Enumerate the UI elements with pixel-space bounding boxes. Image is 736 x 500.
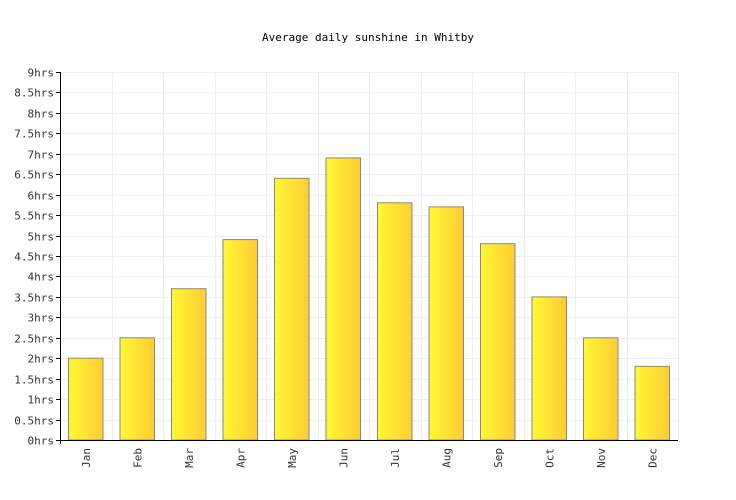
x-tick-label: Jan [80,448,93,468]
bar [171,288,207,441]
y-tick-label: 8hrs [28,108,55,121]
y-tick-label: 2hrs [28,353,55,366]
chart-title: Average daily sunshine in Whitby [262,31,474,44]
y-ticks: 0hrs 0.5hrs 1hrs 1.5hrs 2hrs 2.5hrs 3hrs 3.5hrs… [14,67,54,448]
bar [634,365,670,441]
y-tick-label: 7.5hrs [14,128,54,141]
y-tick-label: 0.5hrs [14,415,54,428]
x-tick-label: May [286,448,299,468]
y-tick-label: 7hrs [28,149,55,162]
y-tick-label: 1.5hrs [14,374,54,387]
x-tick-label: Jul [389,448,402,468]
x-tick-label: Aug [440,448,453,468]
y-tick-label: 5hrs [28,231,55,244]
x-tick-label: Oct [543,448,556,468]
x-ticks: Jan Feb Mar Apr May Jun Jul Aug Sep Oct Nov Dec [80,448,660,468]
y-tick-label: 6.5hrs [14,169,54,182]
bar [325,157,361,441]
bar [480,243,516,441]
y-tick-label: 1hrs [28,394,55,407]
x-tick-label: Apr [234,448,247,468]
bar [583,337,619,441]
x-tick-label: Nov [595,448,608,468]
y-tick-label: 9hrs [28,67,55,80]
y-tick-label: 0hrs [28,435,55,448]
y-tick-label: 3.5hrs [14,292,54,305]
y-tick-label: 5.5hrs [14,210,54,223]
x-tick-label: Jun [337,448,350,468]
bar [222,239,258,441]
y-tick-label: 4.5hrs [14,251,54,264]
axes [56,72,678,444]
grid [60,72,679,440]
bar [274,177,310,441]
y-tick-label: 8.5hrs [14,87,54,100]
bar [119,337,155,441]
bar [68,357,104,441]
y-tick-label: 6hrs [28,190,55,203]
x-tick-label: Dec [646,448,659,468]
x-tick-label: Sep [492,448,505,468]
bar [531,296,567,441]
bar [377,202,413,441]
y-tick-label: 2.5hrs [14,333,54,346]
bar [428,206,464,441]
x-tick-label: Feb [131,448,144,468]
bars [68,157,670,441]
x-tick-label: Mar [183,448,196,468]
y-tick-label: 3hrs [28,312,55,325]
y-tick-label: 4hrs [28,271,55,284]
